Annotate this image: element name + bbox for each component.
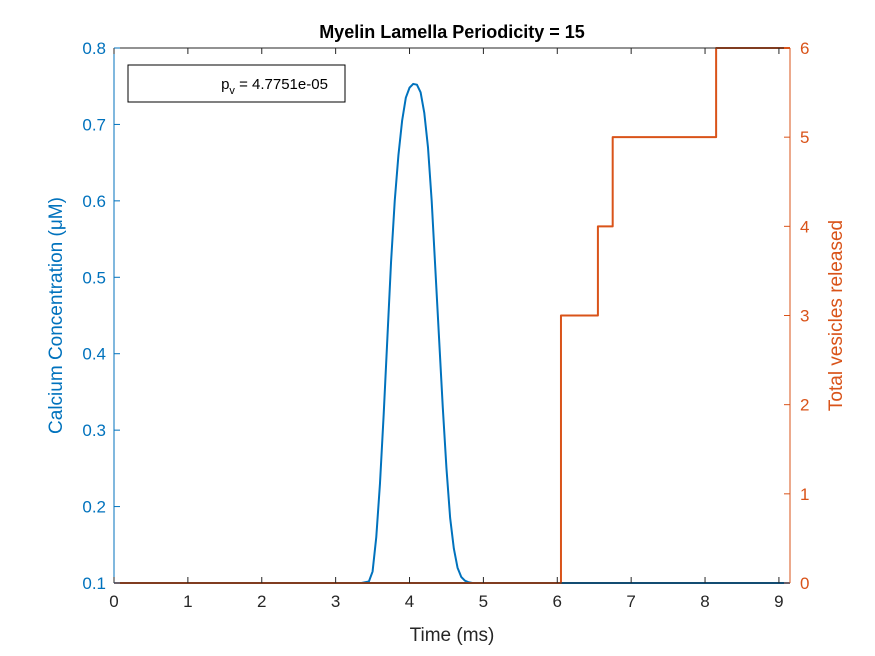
x-tick-label: 0: [109, 592, 118, 611]
y-left-tick-label: 0.8: [82, 39, 106, 58]
y-left-tick-label: 0.7: [82, 115, 106, 134]
calcium-series-line: [114, 82, 790, 584]
y-left-tick-label: 0.2: [82, 498, 106, 517]
annotation-text: pv = 4.7751e-05: [221, 76, 328, 97]
y-right-tick-label: 6: [800, 39, 809, 58]
y-left-tick-label: 0.1: [82, 574, 106, 593]
chart-title: Myelin Lamella Periodicity = 15: [319, 22, 585, 42]
x-tick-label: 1: [183, 592, 192, 611]
y-left-tick-label: 0.4: [82, 345, 106, 364]
plot-area: [114, 48, 790, 583]
series-layer: [114, 47, 790, 584]
x-tick-label: 3: [331, 592, 340, 611]
y-right-tick-label: 5: [800, 128, 809, 147]
annotation-text-value: = 4.7751e-05: [235, 76, 328, 93]
y-axis-left-label: Calcium Concentration (μM): [46, 197, 67, 434]
annotation-text-subscript: v: [229, 85, 235, 97]
vesicles-series-line: [114, 47, 790, 584]
y-left-tick-label: 0.3: [82, 421, 106, 440]
y-right-tick-label: 1: [800, 485, 809, 504]
y-left-tick-label: 0.5: [82, 268, 106, 287]
annotation-box-frame: [127, 64, 346, 103]
x-tick-label: 8: [700, 592, 709, 611]
annotation-box: pv = 4.7751e-05: [127, 64, 346, 103]
annotation-text-main: p: [221, 76, 229, 93]
y-right-tick-label: 0: [800, 574, 809, 593]
x-tick-label: 5: [479, 592, 488, 611]
y-right-tick-label: 4: [800, 217, 809, 236]
x-tick-label: 7: [626, 592, 635, 611]
y-axis-right-label: Total vesicles released: [826, 220, 847, 411]
x-tick-label: 4: [405, 592, 414, 611]
x-axis-label: Time (ms): [410, 625, 495, 646]
y-right-tick-label: 3: [800, 307, 809, 326]
x-tick-label: 6: [553, 592, 562, 611]
x-tick-label: 9: [774, 592, 783, 611]
y-right-tick-label: 2: [800, 396, 809, 415]
y-left-tick-label: 0.6: [82, 192, 106, 211]
ticks-layer: 0 1 2 3 4 5 6 7 8 9 0.1 0.2 0.3 0.4 0.5 0.6 0.7 0.8 0 1 2 3 4 5…: [82, 39, 809, 611]
x-tick-label: 2: [257, 592, 266, 611]
